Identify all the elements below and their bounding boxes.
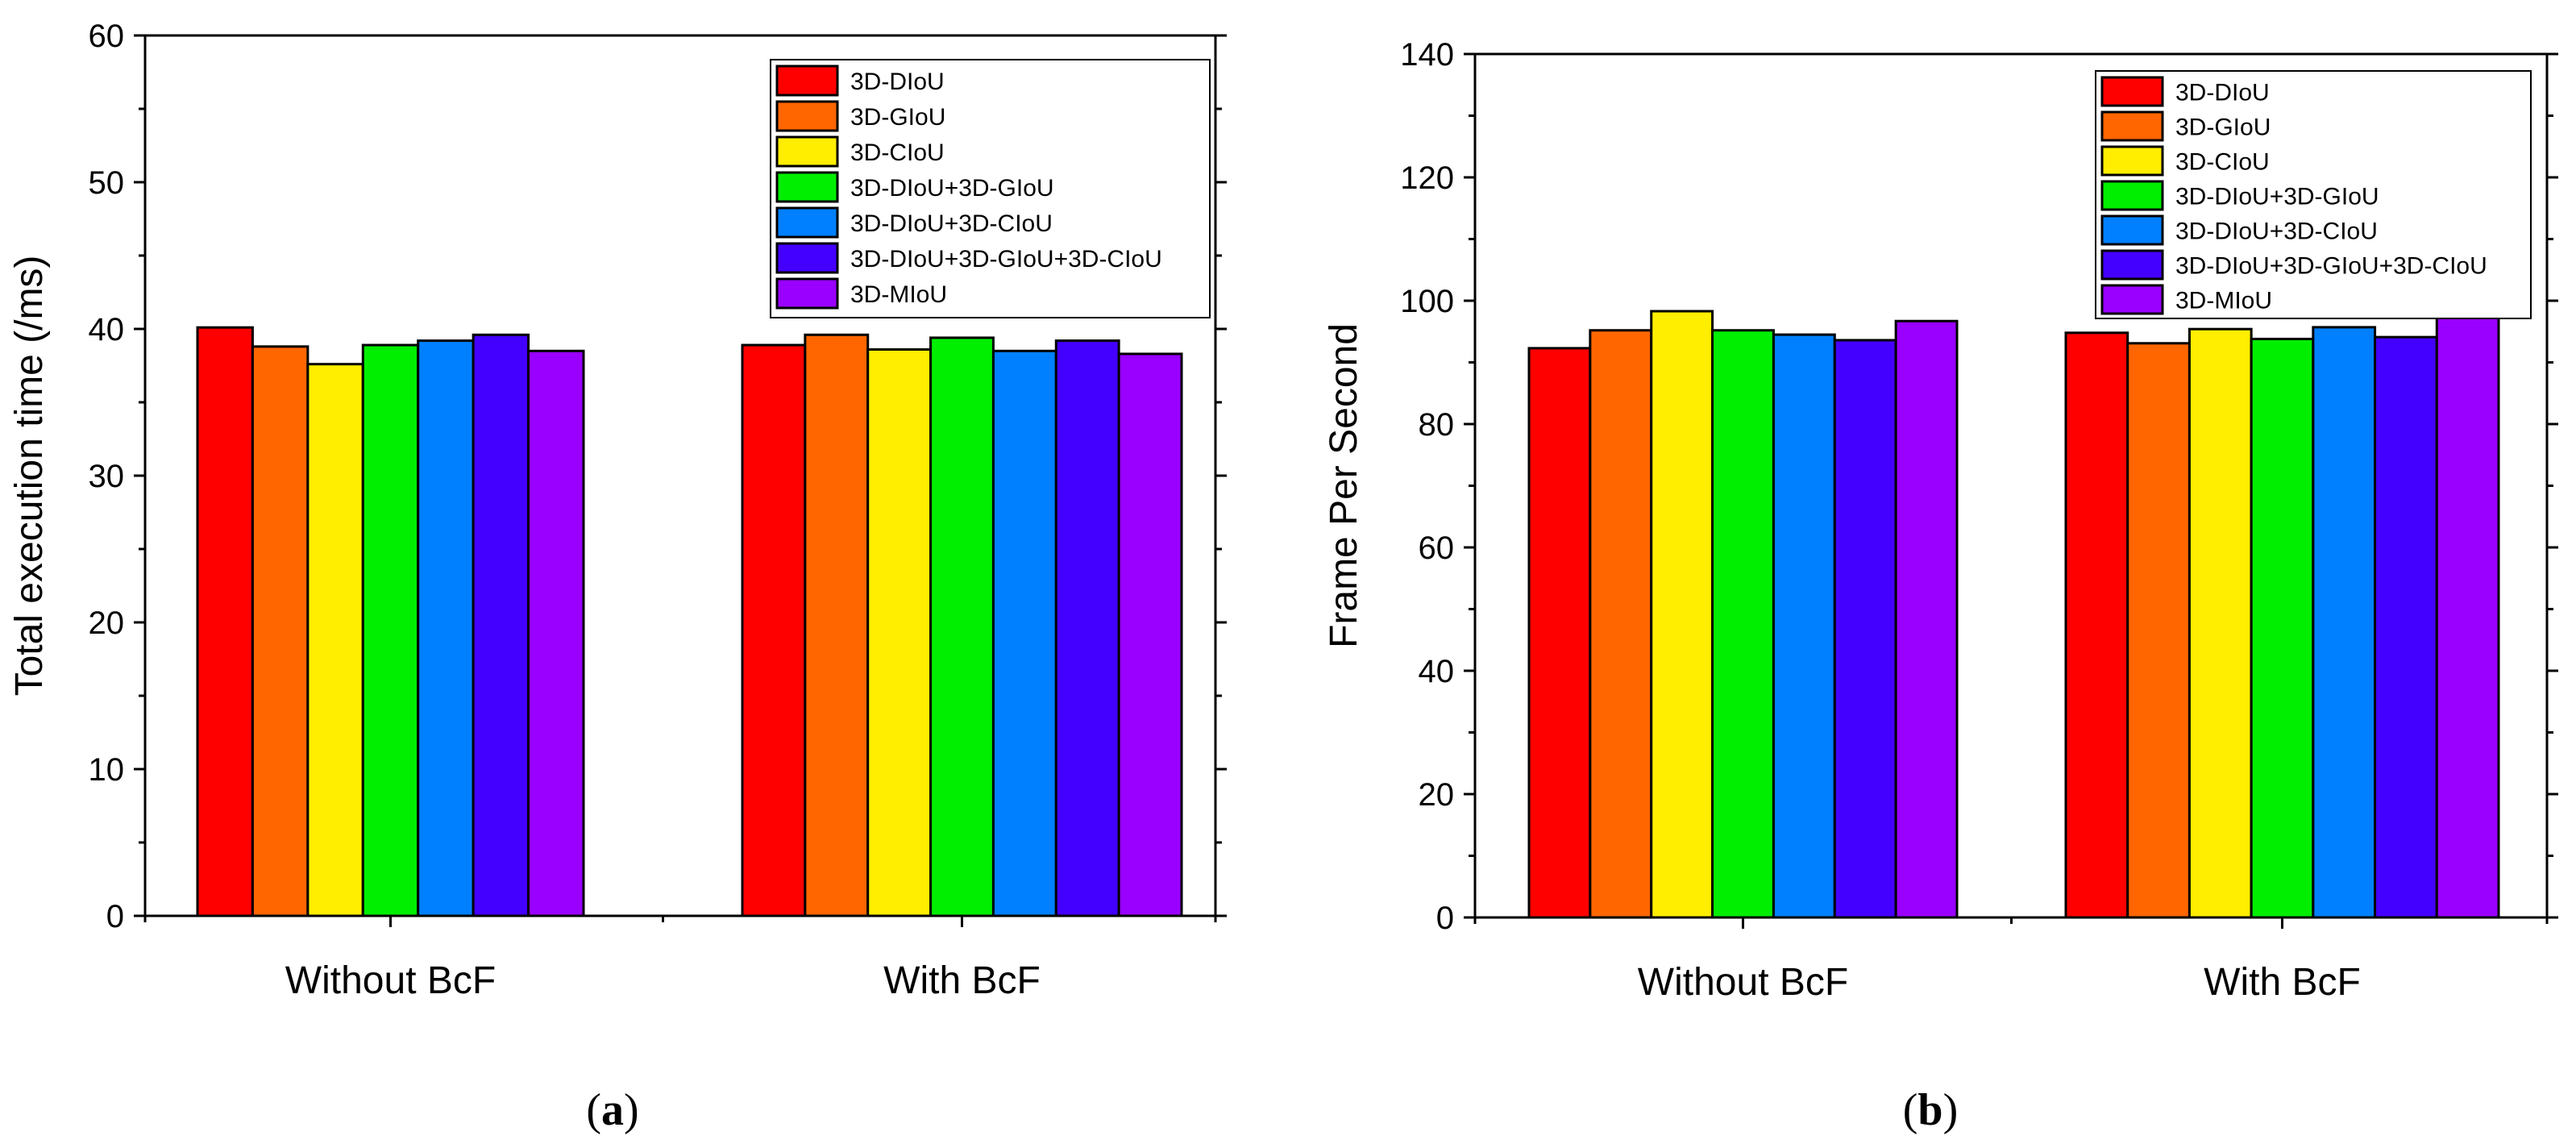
legend-swatch-3d-diou-3d-ciou[interactable] (2100, 214, 2164, 246)
bar-with-bcf-3d-diou-3d-giou[interactable] (929, 336, 995, 917)
bar-with-bcf-3d-giou[interactable] (804, 333, 870, 917)
legend-label-3d-miou[interactable]: 3D-MIoU (2175, 288, 2272, 314)
bar-with-bcf-3d-diou-3d-giou-3d-ciou[interactable] (1054, 339, 1120, 917)
bar-with-bcf-3d-diou[interactable] (2064, 331, 2129, 919)
y-tick-label: 60 (89, 19, 125, 54)
legend-swatch-3d-diou[interactable] (2100, 76, 2164, 107)
bar-with-bcf-3d-diou[interactable] (741, 343, 807, 917)
panel-a: 0 10 20 30 40 50 60 Without BcF With BcF Total ex… (8, 19, 1227, 1135)
legend-label-3d-diou[interactable]: 3D-DIoU (2175, 80, 2270, 106)
panel-label: (a) (586, 1085, 638, 1135)
legend: 3D-DIoU 3D-GIoU 3D-CIoU 3D-DIoU+3D-GIoU 3D-D… (2095, 70, 2532, 319)
bar-without-bcf-3d-diou-3d-giou[interactable] (1711, 329, 1775, 919)
legend-swatch-3d-diou-3d-ciou[interactable] (775, 206, 839, 239)
y-tick-label: 120 (1400, 160, 1454, 196)
x-tick-label-with-bcf: With BcF (2204, 961, 2361, 1004)
panel-b: 0 20 40 60 80 100 120 140 Without BcF With BcF Fra… (1323, 37, 2558, 1135)
bar-without-bcf-3d-diou[interactable] (1527, 347, 1592, 919)
legend-swatch-3d-diou-3d-giou-3d-ciou[interactable] (775, 242, 839, 274)
legend-swatch-3d-miou[interactable] (775, 277, 839, 310)
bar-with-bcf-3d-diou-3d-giou[interactable] (2250, 337, 2315, 919)
y-tick-label: 0 (1436, 901, 1454, 936)
legend-swatch-3d-miou[interactable] (2100, 284, 2164, 315)
bar-without-bcf-3d-diou[interactable] (196, 326, 254, 917)
bar-without-bcf-3d-giou[interactable] (251, 345, 310, 917)
bar-with-bcf-3d-miou[interactable] (2435, 314, 2500, 919)
legend-swatch-3d-giou[interactable] (2100, 110, 2164, 142)
legend-swatch-3d-diou-3d-giou-3d-ciou[interactable] (2100, 249, 2164, 281)
bar-without-bcf-3d-ciou[interactable] (1650, 310, 1714, 919)
y-tick-label: 10 (89, 752, 125, 788)
legend-label-3d-diou-3d-ciou[interactable]: 3D-DIoU+3D-CIoU (2175, 218, 2378, 245)
legend-swatch-3d-diou[interactable] (775, 64, 839, 97)
bar-with-bcf-3d-ciou[interactable] (866, 347, 933, 917)
y-tick-label: 20 (1419, 777, 1455, 813)
y-tick-label: 100 (1400, 284, 1454, 319)
bar-without-bcf-3d-diou-3d-ciou[interactable] (417, 339, 475, 917)
bar-without-bcf-3d-diou-3d-giou-3d-ciou[interactable] (1833, 339, 1897, 919)
bar-with-bcf-3d-ciou[interactable] (2188, 327, 2253, 919)
bar-with-bcf-3d-diou-3d-ciou[interactable] (991, 349, 1057, 917)
bar-without-bcf-3d-diou-3d-giou[interactable] (361, 343, 420, 917)
legend-swatch-3d-ciou[interactable] (775, 135, 839, 168)
panel-label: (b) (1903, 1085, 1958, 1135)
legend-swatch-3d-giou[interactable] (775, 100, 839, 132)
y-tick-label: 40 (1419, 654, 1455, 689)
legend-label-3d-ciou[interactable]: 3D-CIoU (2175, 149, 2270, 176)
bar-with-bcf-3d-miou[interactable] (1117, 352, 1183, 917)
y-tick-label: 20 (89, 605, 125, 641)
y-tick-label: 140 (1400, 37, 1454, 73)
legend: 3D-DIoU 3D-GIoU 3D-CIoU 3D-DIoU+3D-GIoU 3D-D… (770, 59, 1211, 318)
bar-without-bcf-3d-diou-3d-ciou[interactable] (1772, 333, 1836, 919)
y-tick-label: 0 (106, 899, 124, 934)
y-tick-label: 80 (1419, 407, 1455, 443)
y-tick-label: 30 (89, 459, 125, 494)
legend-label-3d-diou-3d-giou-3d-ciou[interactable]: 3D-DIoU+3D-GIoU+3D-CIoU (2175, 253, 2487, 280)
legend-label-3d-diou-3d-giou[interactable]: 3D-DIoU+3D-GIoU (850, 175, 1054, 202)
legend-box (2095, 70, 2532, 319)
legend-swatch-3d-diou-3d-giou[interactable] (775, 171, 839, 203)
bar-without-bcf-3d-ciou[interactable] (306, 363, 364, 917)
bar-with-bcf-3d-giou[interactable] (2126, 342, 2191, 919)
bar-without-bcf-3d-miou[interactable] (1894, 319, 1959, 919)
legend-label-3d-miou[interactable]: 3D-MIoU (850, 281, 947, 308)
bar-with-bcf-3d-diou-3d-ciou[interactable] (2312, 326, 2377, 919)
bar-with-bcf-3d-diou-3d-giou-3d-ciou[interactable] (2374, 335, 2438, 919)
x-tick-label-without-bcf: Without BcF (1638, 961, 1848, 1004)
legend-box (770, 59, 1211, 318)
y-axis-label: Frame Per Second (1323, 323, 1365, 648)
legend-label-3d-diou-3d-giou-3d-ciou[interactable]: 3D-DIoU+3D-GIoU+3D-CIoU (850, 246, 1162, 272)
legend-swatch-3d-diou-3d-giou[interactable] (2100, 180, 2164, 211)
bar-without-bcf-3d-giou[interactable] (1589, 329, 1653, 919)
legend-label-3d-giou[interactable]: 3D-GIoU (2175, 114, 2271, 141)
x-tick-label-with-bcf: With BcF (883, 959, 1041, 1002)
bar-without-bcf-3d-miou[interactable] (527, 349, 585, 917)
legend-label-3d-giou[interactable]: 3D-GIoU (850, 104, 945, 131)
legend-label-3d-diou-3d-giou[interactable]: 3D-DIoU+3D-GIoU (2175, 184, 2379, 210)
legend-label-3d-ciou[interactable]: 3D-CIoU (850, 139, 945, 166)
legend-label-3d-diou[interactable]: 3D-DIoU (850, 69, 945, 95)
legend-label-3d-diou-3d-ciou[interactable]: 3D-DIoU+3D-CIoU (850, 210, 1053, 237)
bar-without-bcf-3d-diou-3d-giou-3d-ciou[interactable] (472, 333, 530, 917)
y-tick-label: 50 (89, 165, 125, 201)
y-tick-label: 40 (89, 312, 125, 347)
x-tick-label-without-bcf: Without BcF (285, 959, 496, 1002)
y-tick-label: 60 (1419, 530, 1455, 566)
y-axis-label: Total execution time (/ms) (8, 256, 51, 697)
legend-swatch-3d-ciou[interactable] (2100, 145, 2164, 177)
